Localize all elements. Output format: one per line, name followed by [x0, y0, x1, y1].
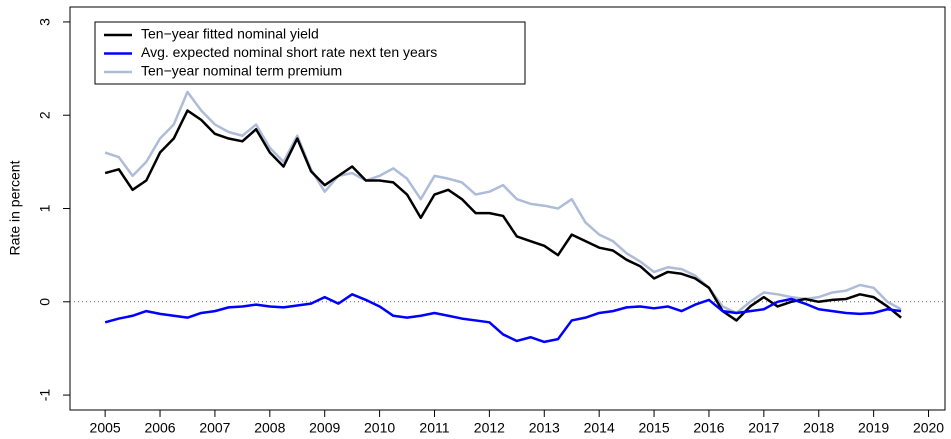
x-tick-label: 2006: [144, 420, 175, 436]
x-tick-label: 2013: [529, 420, 560, 436]
x-tick-label: 2012: [474, 420, 505, 436]
legend-label: Avg. expected nominal short rate next te…: [141, 44, 437, 60]
x-tick-label: 2020: [913, 420, 944, 436]
x-tick-label: 2005: [90, 420, 121, 436]
x-tick-label: 2016: [693, 420, 724, 436]
y-tick-label: -1: [37, 389, 53, 402]
x-tick-label: 2017: [748, 420, 779, 436]
y-axis-label: Rate in percent: [7, 160, 23, 255]
x-tick-label: 2018: [803, 420, 834, 436]
x-tick-label: 2010: [364, 420, 395, 436]
x-tick-label: 2009: [309, 420, 340, 436]
x-tick-label: 2011: [419, 420, 449, 436]
series-line: [104, 90, 902, 315]
x-tick-label: 2014: [584, 420, 615, 436]
x-tick-label: 2008: [254, 420, 285, 436]
legend-label: Ten−year nominal term premium: [141, 63, 342, 79]
y-tick-label: 2: [37, 111, 53, 119]
series-line: [104, 293, 902, 344]
series-line: [104, 109, 902, 322]
x-tick-label: 2019: [858, 420, 889, 436]
legend-label: Ten−year fitted nominal yield: [141, 26, 319, 42]
y-tick-label: 3: [37, 18, 53, 26]
x-tick-label: 2015: [638, 420, 669, 436]
x-tick-label: 2007: [199, 420, 230, 436]
y-tick-label: 1: [37, 204, 53, 212]
y-tick-label: 0: [37, 298, 53, 306]
legend-box: [94, 21, 526, 85]
